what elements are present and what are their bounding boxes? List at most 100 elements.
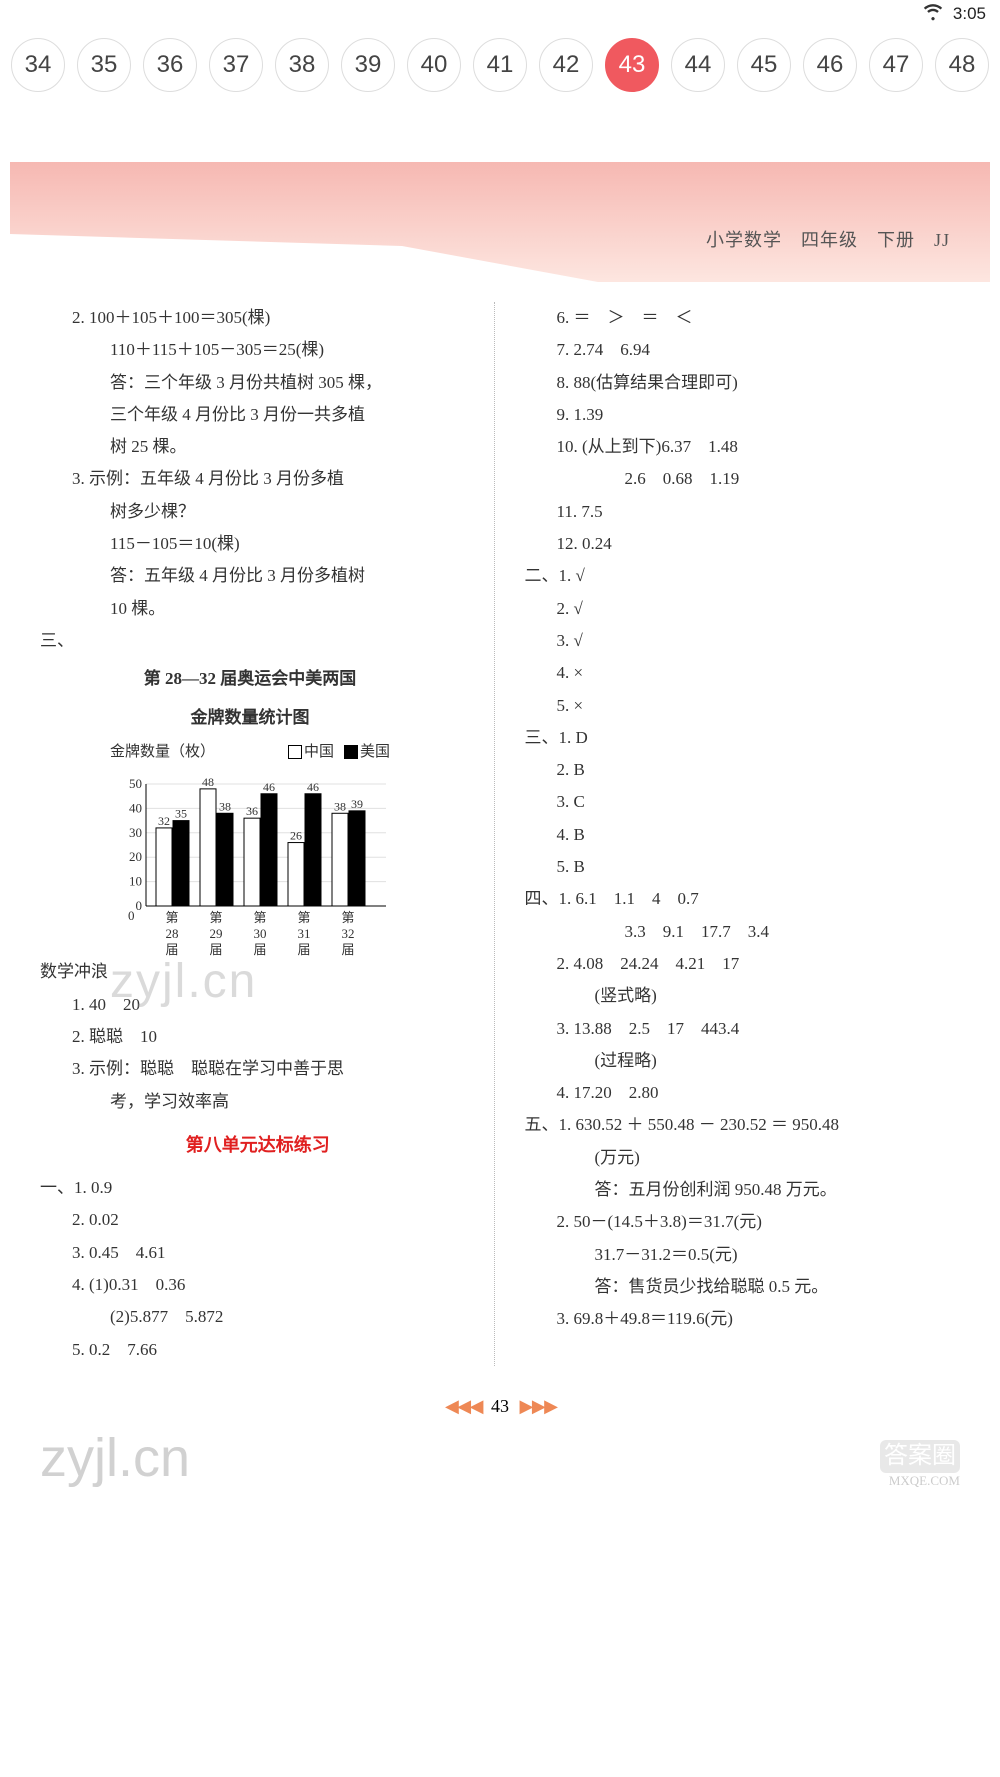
page-button-38[interactable]: 38: [275, 38, 329, 92]
corner-logo-big: 答案圈: [880, 1440, 960, 1473]
page-button-44[interactable]: 44: [671, 38, 725, 92]
sx2: 2. 聪聪 10: [40, 1021, 476, 1053]
ans-3-4: 答：五年级 4 月份比 3 月份多植树: [40, 560, 476, 592]
footer-page: 43: [491, 1396, 509, 1416]
document-area: 小学数学 四年级 下册 JJ 2. 100＋105＋100＝305(棵) 110…: [0, 162, 1000, 1509]
svg-text:0: 0: [136, 898, 143, 913]
svg-text:届: 届: [165, 942, 178, 956]
svg-text:39: 39: [351, 797, 363, 811]
page-button-40[interactable]: 40: [407, 38, 461, 92]
section-sx-title: 数学冲浪: [40, 956, 476, 988]
d3-1: 3. 13.88 2.5 17 443.4: [525, 1013, 961, 1045]
svg-text:38: 38: [219, 800, 231, 814]
page-button-42[interactable]: 42: [539, 38, 593, 92]
svg-text:届: 届: [341, 942, 354, 956]
svg-text:26: 26: [290, 829, 302, 843]
ans-2-4: 三个年级 4 月份比 3 月份一共多植: [40, 399, 476, 431]
svg-text:46: 46: [263, 780, 275, 794]
arrow-left-icon: ◀ ◀ ◀: [445, 1396, 481, 1416]
ans-3-3: 115－105＝10(棵): [40, 528, 476, 560]
arrow-right-icon: ▶ ▶ ▶: [520, 1396, 556, 1416]
page-button-43[interactable]: 43: [605, 38, 659, 92]
e2-3: 答：售货员少找给聪聪 0.5 元。: [525, 1271, 961, 1303]
svg-text:第: 第: [297, 910, 310, 925]
svg-text:第: 第: [165, 910, 178, 925]
section-3-label: 三、: [40, 625, 476, 657]
sec5: 五、1. 630.52 ＋ 550.48 － 230.52 ＝ 950.48: [525, 1109, 961, 1141]
b3: 3. √: [525, 625, 961, 657]
sx3-2: 考，学习效率高: [40, 1086, 476, 1118]
svg-text:第: 第: [209, 910, 222, 925]
page-button-35[interactable]: 35: [77, 38, 131, 92]
page-button-47[interactable]: 47: [869, 38, 923, 92]
e2-1: 2. 50－(14.5＋3.8)＝31.7(元): [525, 1206, 961, 1238]
status-time: 3:05: [953, 4, 986, 24]
sx3-1: 3. 示例：聪聪 聪聪在学习中善于思: [40, 1053, 476, 1085]
bar-chart: 金牌数量（枚） 中国 美国 0102030405003235第28届4838第2…: [110, 738, 390, 957]
d3-2: (过程略): [525, 1045, 961, 1077]
d2-1: 2. 4.08 24.24 4.21 17: [525, 948, 961, 980]
c5: 5. B: [525, 851, 961, 883]
e1-2: (万元): [525, 1142, 961, 1174]
wifi-icon: [923, 2, 943, 27]
sec1: 一、1. 0.9: [40, 1172, 476, 1204]
chart-legend: 金牌数量（枚） 中国 美国: [110, 738, 390, 767]
chart-title-1: 第 28—32 届奥运会中美两国: [110, 663, 390, 695]
watermark-2: zyjl.cn: [40, 1427, 190, 1489]
page-button-41[interactable]: 41: [473, 38, 527, 92]
a3: 3. 0.45 4.61: [40, 1237, 476, 1269]
unit-heading: 第八单元达标练习: [40, 1128, 476, 1162]
doc-header-text: 小学数学 四年级 下册 JJ: [706, 226, 950, 252]
a2: 2. 0.02: [40, 1204, 476, 1236]
r6: 6. ＝ ＞ ＝ ＜: [525, 302, 961, 334]
legend-cn: 中国: [304, 744, 334, 760]
chart-title-2: 金牌数量统计图: [110, 702, 390, 734]
status-bar: 3:05: [0, 0, 1000, 28]
svg-text:32: 32: [342, 926, 355, 941]
c4: 4. B: [525, 819, 961, 851]
svg-text:36: 36: [246, 805, 258, 819]
doc-header: 小学数学 四年级 下册 JJ: [10, 162, 990, 282]
svg-text:30: 30: [254, 926, 267, 941]
page-button-48[interactable]: 48: [935, 38, 989, 92]
svg-text:38: 38: [334, 800, 346, 814]
ans-3-5: 10 棵。: [40, 593, 476, 625]
ans-2-2: 110＋115＋105－305＝25(棵): [40, 334, 476, 366]
r12: 12. 0.24: [525, 528, 961, 560]
svg-text:届: 届: [297, 942, 310, 956]
d2-2: (竖式略): [525, 980, 961, 1012]
page-button-34[interactable]: 34: [11, 38, 65, 92]
sec2: 二、1. √: [525, 560, 961, 592]
left-column: 2. 100＋105＋100＝305(棵) 110＋115＋105－305＝25…: [40, 302, 495, 1366]
page-button-39[interactable]: 39: [341, 38, 395, 92]
page-button-37[interactable]: 37: [209, 38, 263, 92]
ans-2-3: 答：三个年级 3 月份共植树 305 棵，: [40, 367, 476, 399]
svg-text:28: 28: [166, 926, 179, 941]
e2-2: 31.7－31.2＝0.5(元): [525, 1239, 961, 1271]
page-button-46[interactable]: 46: [803, 38, 857, 92]
d4: 4. 17.20 2.80: [525, 1077, 961, 1109]
svg-text:46: 46: [307, 780, 319, 794]
svg-text:32: 32: [158, 814, 170, 828]
page-button-45[interactable]: 45: [737, 38, 791, 92]
bottom-watermarks: zyjl.cn 答案圈 MXQE.COM: [10, 1427, 990, 1509]
corner-logo: 答案圈 MXQE.COM: [880, 1440, 960, 1488]
svg-text:届: 届: [253, 942, 266, 956]
r10-1: 10. (从上到下)6.37 1.48: [525, 431, 961, 463]
svg-text:0: 0: [128, 908, 135, 923]
svg-text:48: 48: [202, 775, 214, 789]
ans-3-2: 树多少棵？: [40, 496, 476, 528]
svg-text:届: 届: [209, 942, 222, 956]
r8: 8. 88(估算结果合理即可): [525, 367, 961, 399]
b4: 4. ×: [525, 657, 961, 689]
svg-text:40: 40: [129, 801, 142, 816]
page-button-36[interactable]: 36: [143, 38, 197, 92]
r10-2: 2.6 0.68 1.19: [525, 463, 961, 495]
r11: 11. 7.5: [525, 496, 961, 528]
page-footer: ◀ ◀ ◀ 43 ▶ ▶ ▶: [10, 1386, 990, 1427]
legend-us: 美国: [360, 744, 390, 760]
svg-text:50: 50: [129, 776, 142, 791]
r9: 9. 1.39: [525, 399, 961, 431]
svg-text:30: 30: [129, 825, 142, 840]
a5: 5. 0.2 7.66: [40, 1334, 476, 1366]
